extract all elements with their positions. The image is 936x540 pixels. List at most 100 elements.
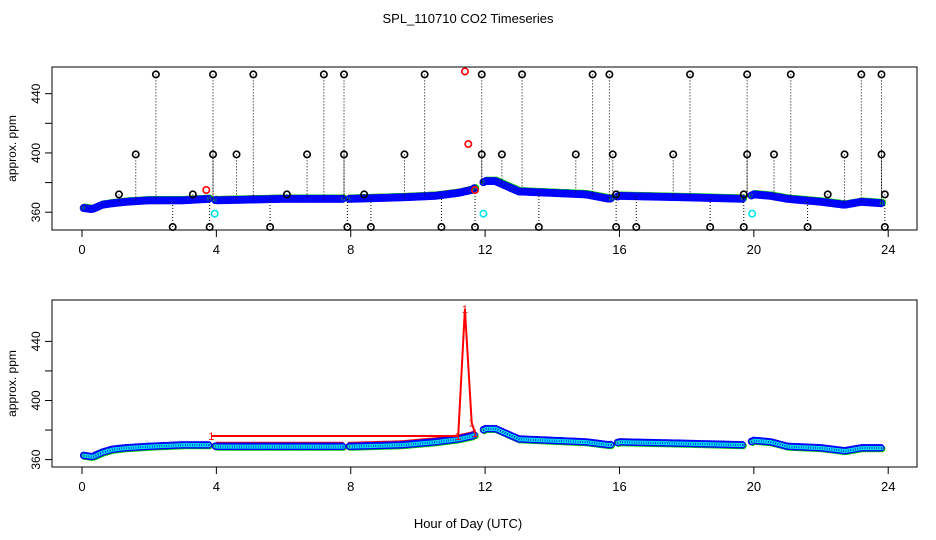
marker	[415, 441, 421, 446]
marker	[606, 194, 615, 203]
marker	[310, 444, 315, 449]
marker	[716, 442, 722, 447]
marker	[843, 448, 849, 453]
marker	[724, 442, 729, 447]
marker	[796, 444, 802, 450]
marker	[244, 444, 249, 449]
spike-marker	[340, 150, 349, 159]
spike-marker: 1	[462, 304, 468, 316]
marker	[133, 445, 139, 450]
spike-marker	[471, 223, 480, 232]
marker	[110, 447, 115, 452]
marker	[237, 444, 242, 449]
spike-marker	[437, 223, 446, 232]
marker	[204, 194, 213, 203]
marker	[164, 443, 169, 448]
black-spikes	[114, 70, 889, 232]
spike-marker	[114, 190, 123, 199]
marker	[839, 448, 844, 453]
spike-marker	[151, 70, 160, 79]
marker	[420, 441, 425, 446]
spike-marker	[168, 223, 177, 232]
marker	[159, 443, 164, 449]
marker	[578, 439, 583, 445]
marker	[759, 439, 764, 444]
x-tick-label: 8	[347, 242, 354, 257]
cyan-flags	[210, 209, 757, 218]
marker	[867, 445, 872, 451]
marker	[263, 444, 268, 449]
marker	[714, 442, 719, 447]
marker	[851, 447, 856, 452]
spike-marker	[669, 150, 678, 159]
marker	[641, 440, 646, 445]
marker	[399, 443, 404, 448]
marker	[112, 447, 117, 452]
marker	[383, 443, 388, 448]
marker	[679, 441, 684, 446]
marker	[528, 437, 534, 442]
y-tick-label: 440	[29, 83, 43, 103]
marker	[453, 437, 458, 442]
marker	[634, 440, 639, 445]
marker	[808, 445, 813, 450]
marker	[411, 441, 416, 447]
marker	[178, 443, 183, 448]
marker	[296, 444, 301, 449]
marker	[82, 453, 87, 458]
marker	[472, 433, 477, 438]
spike-marker	[571, 150, 580, 159]
marker	[869, 445, 875, 451]
marker	[622, 440, 628, 445]
spike-marker	[840, 150, 849, 159]
marker	[865, 445, 870, 451]
marker	[406, 442, 411, 447]
chart-title: SPL_110710 CO2 Timeseries	[382, 11, 554, 26]
spike-marker	[282, 190, 291, 199]
marker	[592, 441, 597, 446]
spike-marker	[343, 223, 352, 232]
marker	[154, 444, 160, 449]
marker	[394, 443, 400, 448]
marker	[397, 443, 402, 448]
y-tick-label: 360	[29, 449, 43, 469]
spike-marker	[608, 150, 617, 159]
marker	[326, 444, 331, 449]
marker	[345, 442, 354, 451]
marker	[448, 438, 454, 443]
x-tick-label: 16	[612, 242, 626, 257]
x-tick-label: 4	[213, 479, 220, 494]
marker	[220, 444, 226, 449]
spike-marker	[131, 150, 140, 159]
marker	[194, 443, 200, 448]
marker	[430, 440, 435, 445]
x-tick-label: 0	[78, 479, 85, 494]
x-tick-label: 24	[881, 479, 895, 494]
marker	[446, 438, 451, 443]
x-tick-label: 24	[881, 242, 895, 257]
y-axis-label: approx. ppm	[5, 115, 19, 182]
marker	[684, 441, 689, 446]
marker	[702, 442, 708, 447]
marker	[107, 448, 113, 453]
marker	[359, 444, 364, 449]
red-flags	[202, 67, 480, 194]
marker	[550, 438, 555, 443]
y-tick-label: 360	[29, 202, 43, 222]
marker	[585, 440, 590, 445]
marker	[728, 442, 733, 447]
marker	[820, 446, 825, 451]
marker	[740, 442, 745, 448]
marker	[667, 441, 672, 446]
marker	[439, 439, 444, 444]
marker	[615, 440, 621, 445]
spike-marker	[400, 150, 409, 159]
marker	[333, 444, 338, 449]
marker	[105, 448, 110, 454]
marker	[364, 444, 369, 449]
marker	[806, 445, 811, 450]
marker	[568, 439, 574, 444]
marker	[681, 441, 686, 446]
